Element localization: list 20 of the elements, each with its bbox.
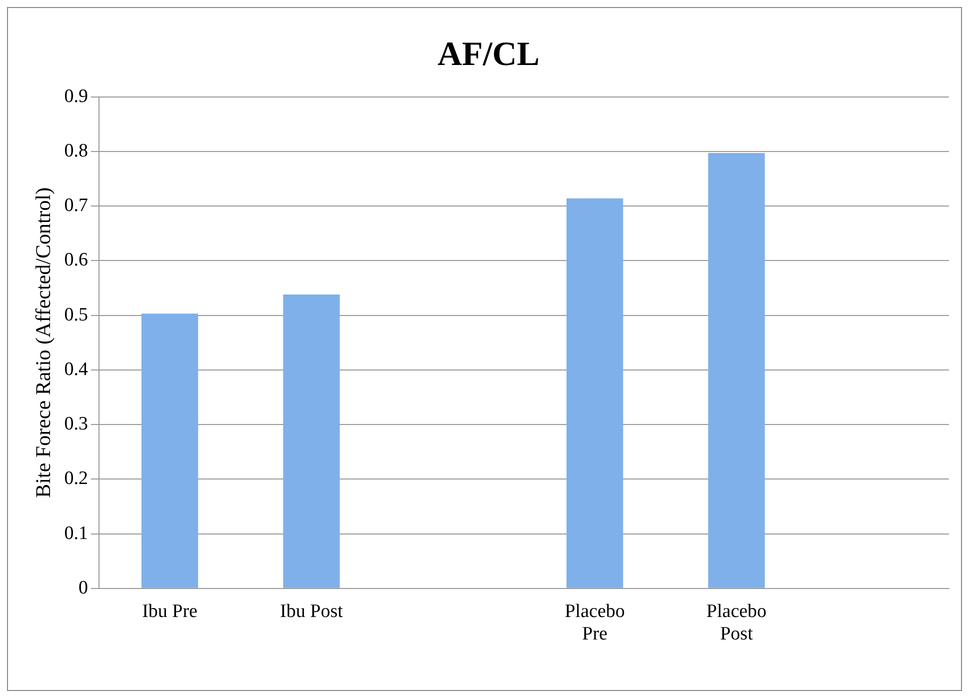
x-tick-label: Ibu Pre [142,600,198,622]
y-tick-label: 0.6 [64,250,88,271]
y-tick-label: 0 [78,577,88,598]
bar [566,198,624,588]
bar [708,153,765,588]
x-tick-label: Placebo Pre [564,600,625,645]
y-tick-label: 0.3 [64,414,88,435]
bar [283,294,340,588]
x-tick-label: Ibu Post [280,600,344,622]
y-tick-label: 0.8 [64,140,88,162]
y-tick-label: 0.4 [64,358,88,380]
y-tick-label: 0.2 [64,468,88,490]
y-tick-label: 0.5 [64,304,88,326]
chart-title: AF/CL [438,36,540,74]
x-tick-label: Placebo Post [706,600,767,645]
y-axis-title: Bite Forece Ratio (Affected/Control) [31,187,56,498]
y-tick-label: 0.9 [64,86,88,107]
y-tick-label: 0.7 [64,195,88,216]
bar [141,314,198,588]
y-tick-label: 0.1 [64,522,88,544]
